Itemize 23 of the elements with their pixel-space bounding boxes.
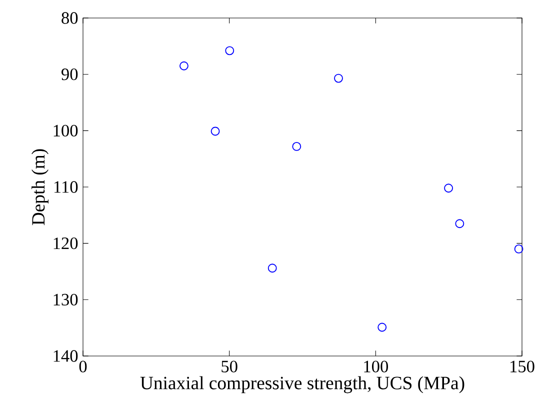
y-tick-label: 130: [54, 294, 78, 306]
y-tick-label: 100: [54, 124, 78, 137]
point: [292, 142, 302, 151]
y-tick-label: 110: [54, 181, 78, 193]
x-axis-title: Uniaxial compressive strength, UCS (MPa): [140, 376, 464, 394]
point: [444, 184, 454, 193]
y-tick-label: 80: [62, 12, 78, 24]
y-axis-title: Depth (m): [32, 149, 48, 226]
point: [268, 264, 277, 273]
point: [514, 244, 524, 254]
point: [225, 46, 234, 56]
x-tick-label: 100: [364, 360, 388, 372]
y-tick-label: 120: [54, 237, 78, 250]
y-tick-label: 140: [54, 350, 78, 362]
x-tick-label: 150: [510, 360, 534, 372]
point: [210, 126, 220, 136]
y-tick-label: 90: [62, 68, 78, 80]
x-tick-label: 0: [79, 360, 87, 372]
point: [378, 322, 387, 332]
point: [455, 219, 464, 228]
point: [180, 61, 188, 70]
x-tick-label: 50: [222, 360, 238, 372]
point: [334, 74, 343, 83]
